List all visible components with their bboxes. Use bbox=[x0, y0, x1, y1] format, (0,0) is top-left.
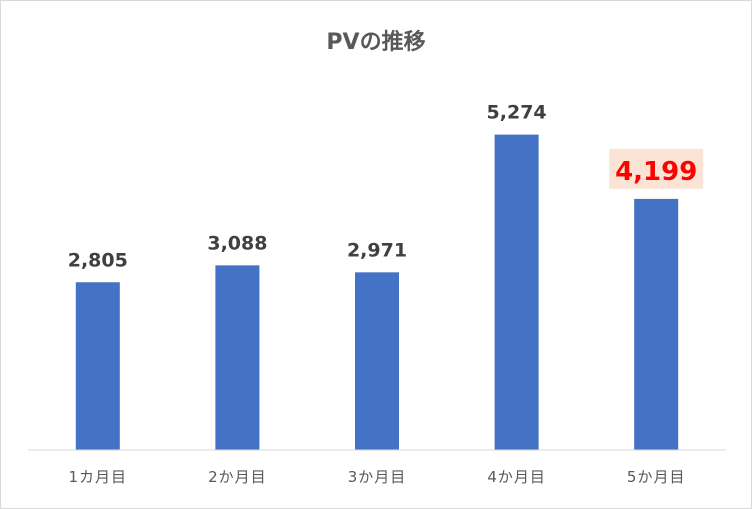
bar-2 bbox=[215, 265, 260, 450]
x-tick-label-2: 2か月目 bbox=[208, 468, 267, 486]
x-tick-label-4: 4か月目 bbox=[487, 468, 546, 486]
data-label-5: 4,199 bbox=[615, 157, 697, 187]
data-label-4: 5,274 bbox=[487, 102, 547, 124]
chart-title: PVの推移 bbox=[326, 30, 426, 55]
bar-3 bbox=[355, 272, 399, 450]
x-tick-label-3: 3か月目 bbox=[348, 468, 407, 486]
x-tick-label-1: 1カ月目 bbox=[69, 468, 128, 486]
x-tick-label-5: 5か月目 bbox=[627, 468, 686, 486]
bar-1 bbox=[75, 282, 120, 450]
data-label-1: 2,805 bbox=[68, 249, 128, 271]
data-label-2: 3,088 bbox=[207, 232, 267, 254]
bar-4 bbox=[494, 134, 539, 450]
highlight-label-box bbox=[609, 148, 704, 189]
bar-5 bbox=[634, 198, 679, 450]
data-label-3: 2,971 bbox=[347, 239, 407, 261]
